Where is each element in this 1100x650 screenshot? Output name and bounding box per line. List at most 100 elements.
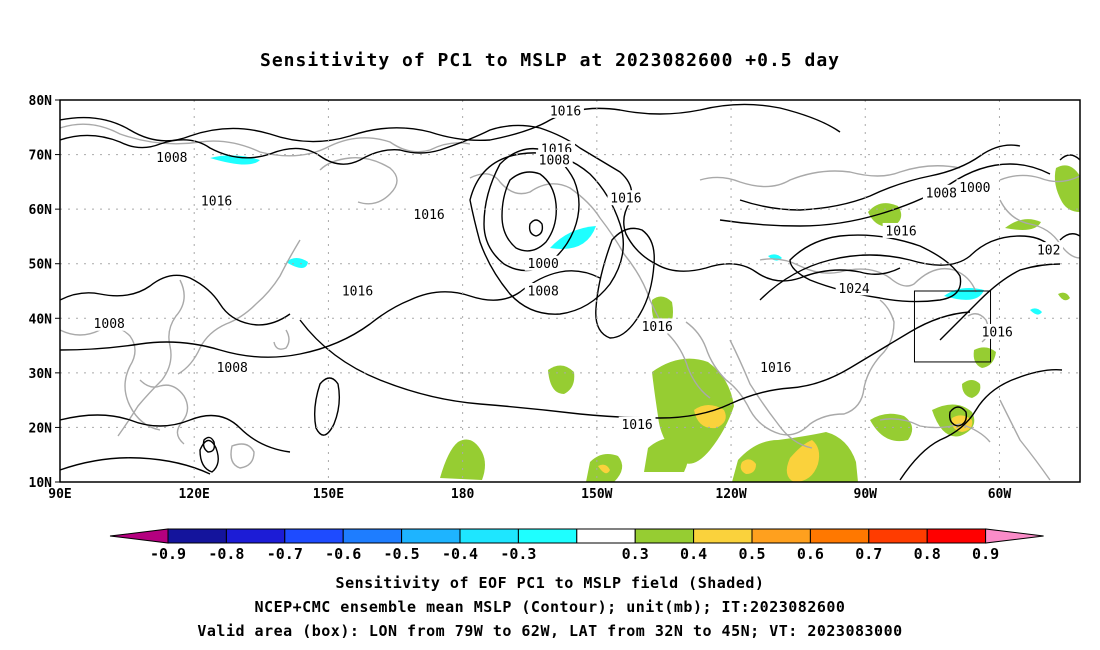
contour-label-bg (757, 359, 795, 375)
colorbar-swatch (517, 528, 578, 544)
shaded-sensitivity-layer (210, 155, 1080, 482)
colorbar-right-arrow (985, 528, 1044, 544)
colorbar-swatch (868, 528, 928, 544)
contour-label: 1008 (926, 186, 957, 201)
longitude-label: 60W (988, 487, 1012, 502)
longitude-label: 120W (715, 487, 746, 502)
caption-valid-area: Valid area (box): LON from 79W to 62W, L… (197, 622, 903, 640)
longitude-label: 90W (854, 487, 878, 502)
colorbar-tick-label: 0.7 (855, 545, 882, 563)
contour-label-bg (153, 149, 191, 165)
contour-label: 1016 (621, 418, 652, 433)
contour-label-bg (339, 283, 376, 298)
shaded-region-green (1058, 292, 1070, 301)
contour-label: 1016 (642, 320, 673, 335)
latitude-label: 20N (29, 421, 53, 436)
shaded-region-yellow (598, 464, 610, 474)
contour-label-bg (1034, 242, 1063, 258)
colorbar-tick-label: -0.4 (442, 545, 478, 563)
contour-label: 1000 (528, 257, 559, 272)
contour-label: 1008 (94, 317, 125, 332)
colorbar-tick-label: 0.8 (914, 545, 941, 563)
colorbar-tick-label: -0.9 (150, 545, 186, 563)
contour-label: 1016 (550, 104, 581, 119)
shaded-region-yellow (694, 405, 726, 429)
contour-label: 1016 (610, 192, 641, 207)
colorbar-swatch (342, 528, 403, 544)
longitude-label: 120E (179, 487, 210, 502)
longitude-label: 180 (451, 487, 475, 502)
latitude-labels: 80N 70N 60N 50N 40N 30N 20N 10N (29, 94, 60, 491)
shaded-region-green (644, 438, 689, 472)
latitude-label: 30N (29, 367, 53, 382)
contour-label: 102 (1037, 244, 1060, 259)
colorbar-swatch (401, 528, 461, 544)
colorbar-swatch (634, 528, 695, 544)
colorbar-tick-label: -0.6 (325, 545, 361, 563)
shaded-region-cyan (1030, 308, 1042, 315)
shaded-region-green (548, 365, 575, 394)
contour-label-bg (882, 222, 920, 238)
contour-label-bg (90, 315, 128, 331)
contour-label: 1008 (539, 154, 570, 169)
contour-label: 1008 (528, 285, 559, 300)
longitude-labels: 90E 120E 150E 180 150W 120W 90W 60W (48, 487, 1011, 502)
longitude-label: 150W (581, 487, 612, 502)
contour-labels: 1016101610081008101610161016100010081016… (90, 102, 1063, 433)
colorbar-swatch (225, 528, 286, 544)
colorbar-tick-label: 0.6 (797, 545, 824, 563)
colorbar-left-arrow (109, 528, 169, 544)
latitude-label: 80N (29, 94, 53, 109)
colorbar (109, 528, 1044, 544)
contour-label: 1008 (156, 151, 187, 166)
contour-label-bg (607, 190, 645, 206)
contour-label-bg (618, 416, 656, 432)
contour-label: 1008 (217, 361, 248, 376)
contour-label-bg (524, 283, 562, 298)
colorbar-swatch (284, 528, 344, 544)
contour-label-bg (198, 192, 235, 208)
shaded-region-green (962, 380, 981, 398)
colorbar-tick-label: 0.9 (972, 545, 999, 563)
longitude-label: 90E (48, 487, 71, 502)
map-frame (59, 99, 1081, 483)
latitude-label: 50N (29, 258, 53, 273)
latitude-label: 60N (29, 203, 53, 218)
shaded-region-yellow (786, 440, 820, 482)
colorbar-swatch (926, 528, 987, 544)
colorbar-swatch (576, 528, 636, 544)
contour-label-bg (835, 280, 873, 296)
colorbar-tick-label: -0.8 (208, 545, 244, 563)
shaded-region-yellow (740, 459, 756, 474)
contour-label: 1016 (982, 325, 1013, 340)
latitude-label: 40N (29, 312, 53, 327)
contour-label-bg (547, 102, 584, 118)
contour-label: 1016 (342, 285, 373, 300)
colorbar-tick-label: 0.4 (680, 545, 707, 563)
contour-label-bg (978, 323, 1016, 339)
colorbar-tick-label: 0.3 (622, 545, 649, 563)
shaded-region-green (440, 439, 485, 480)
caption-shaded-field: Sensitivity of EOF PC1 to MSLP field (Sh… (335, 574, 765, 592)
contour-label-bg (535, 152, 573, 168)
shaded-region-cyan (286, 258, 308, 268)
shaded-region-cyan (944, 288, 984, 300)
colorbar-swatch (167, 528, 227, 544)
contour-label-bg (410, 206, 448, 222)
contour-label-bg (922, 184, 960, 200)
latitude-label: 10N (29, 476, 53, 491)
contour-label: 1000 (959, 181, 990, 196)
map-title: Sensitivity of PC1 to MSLP at 2023082600… (259, 50, 840, 71)
contour-label: 1024 (838, 282, 869, 297)
contour-label-bg (213, 359, 251, 375)
coastlines (60, 123, 1080, 481)
shaded-region-green (973, 347, 996, 368)
shaded-region-green (1054, 165, 1080, 212)
contour-label: 1016 (413, 208, 444, 223)
contour-label: 1016 (201, 194, 232, 209)
contour-label-bg (638, 318, 676, 334)
contour-label: 1016 (760, 361, 791, 376)
shaded-region-cyan (550, 226, 596, 250)
latitude-label: 70N (29, 149, 53, 164)
colorbar-swatch (693, 528, 753, 544)
